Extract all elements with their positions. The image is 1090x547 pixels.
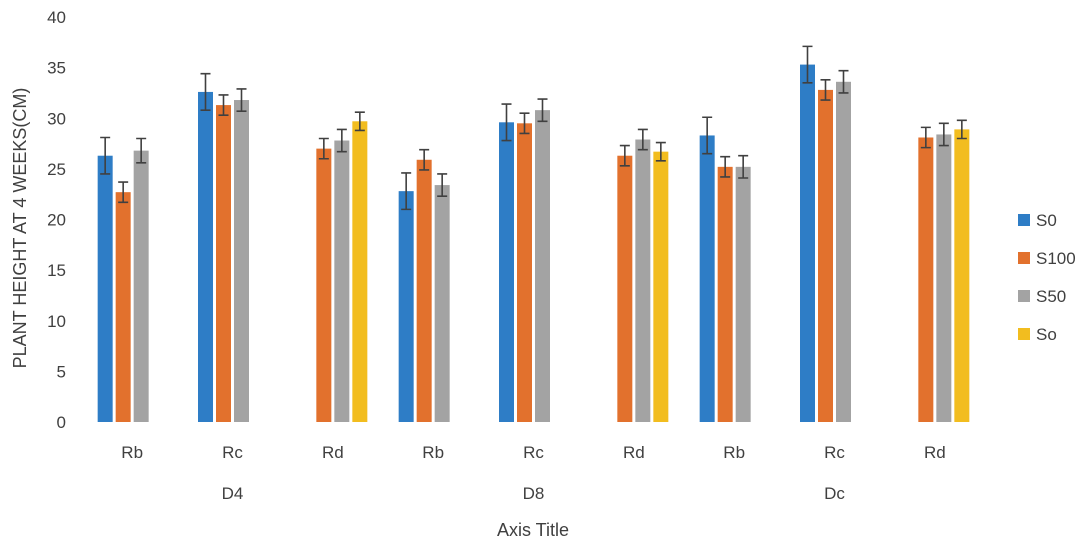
x-category-label: Rd — [924, 443, 946, 462]
bar-so-rd — [954, 129, 970, 422]
y-tick-label: 35 — [47, 59, 66, 78]
error-bar — [401, 172, 412, 211]
bar-s50-rc — [535, 110, 550, 423]
bar-so-rd — [653, 151, 669, 422]
error-bar — [720, 155, 731, 178]
legend-swatch — [1018, 290, 1030, 302]
y-tick-label: 40 — [47, 8, 66, 27]
bar-s0-rc — [499, 122, 514, 423]
bar-s100-rc — [818, 89, 833, 423]
error-bar — [118, 181, 129, 204]
bar-s100-rb — [416, 159, 432, 422]
x-axis-group-labels: D4 D8 Dc — [222, 484, 846, 503]
legend-swatch — [1018, 252, 1030, 264]
y-tick-label: 15 — [47, 261, 66, 280]
error-bar — [354, 111, 365, 132]
bar-s50-rc — [234, 100, 249, 423]
y-tick-label: 25 — [47, 160, 66, 179]
bar-so-rd — [352, 121, 368, 422]
error-bar — [501, 103, 512, 142]
bar-s0-rb — [699, 135, 715, 422]
error-bar — [702, 116, 713, 155]
y-axis-ticks: 0 5 10 15 20 25 30 35 40 — [47, 8, 66, 432]
y-tick-label: 10 — [47, 312, 66, 331]
error-bar — [838, 69, 849, 94]
legend-swatch — [1018, 214, 1030, 226]
error-bar — [956, 119, 967, 140]
error-bar — [920, 126, 931, 149]
y-tick-label: 20 — [47, 211, 66, 230]
x-category-label: Rd — [322, 443, 344, 462]
error-bar — [938, 122, 949, 147]
x-axis-title: Axis Title — [497, 520, 569, 540]
bar-s100-rd — [316, 148, 332, 422]
x-group-label: D8 — [523, 484, 545, 503]
bar-s100-rd — [918, 137, 934, 423]
bar-s100-rb — [115, 192, 131, 422]
x-category-label: Rb — [422, 443, 444, 462]
x-group-label: D4 — [222, 484, 244, 503]
legend-label: S0 — [1036, 211, 1057, 230]
x-axis-category-labels: Rb Rc Rd Rb Rc Rd Rb Rc Rd — [121, 443, 945, 462]
error-bar — [100, 136, 111, 175]
bar-s100-rb — [717, 166, 733, 422]
error-bar — [820, 78, 831, 101]
error-bar — [802, 45, 813, 84]
error-bar — [236, 88, 247, 112]
x-group-label: Dc — [824, 484, 845, 503]
bar-s0-rb — [97, 155, 113, 422]
error-bar — [738, 154, 749, 179]
bar-s0-rb — [398, 191, 414, 422]
legend: S0 S100 S50 So — [1018, 211, 1076, 344]
bar-s0-rc — [198, 91, 213, 423]
bar-s50-rd — [936, 134, 952, 422]
bar-s100-rd — [617, 155, 633, 422]
bar-s50-rd — [334, 140, 350, 422]
bar-s100-rc — [517, 123, 532, 422]
y-axis-title: PLANT HEIGHT AT 4 WEEKS(CM) — [10, 88, 30, 369]
y-tick-label: 0 — [57, 413, 66, 432]
error-bar — [519, 112, 530, 135]
x-category-label: Rb — [121, 443, 143, 462]
error-bar — [336, 128, 347, 153]
error-bar — [419, 148, 430, 171]
x-category-label: Rc — [824, 443, 845, 462]
bar-s50-rd — [635, 139, 651, 422]
bar-s50-rb — [133, 150, 149, 422]
error-bar — [537, 98, 548, 123]
bar-s50-rb — [735, 166, 751, 422]
x-category-label: Rc — [222, 443, 243, 462]
error-bar — [655, 141, 666, 162]
error-bar — [200, 72, 211, 111]
bar-s100-rc — [216, 105, 231, 423]
plot-area — [97, 45, 970, 423]
y-tick-label: 30 — [47, 109, 66, 128]
bar-s50-rb — [434, 185, 450, 422]
error-bar — [437, 173, 448, 198]
x-category-label: Rc — [523, 443, 544, 462]
y-tick-label: 5 — [57, 362, 66, 381]
bar-s50-rc — [836, 81, 851, 423]
error-bar — [637, 128, 648, 151]
legend-label: S100 — [1036, 249, 1076, 268]
legend-label: So — [1036, 325, 1057, 344]
x-category-label: Rd — [623, 443, 645, 462]
x-category-label: Rb — [723, 443, 745, 462]
error-bar — [136, 137, 147, 164]
legend-label: S50 — [1036, 287, 1066, 306]
error-bar — [218, 94, 229, 117]
legend-swatch — [1018, 328, 1030, 340]
error-bar — [619, 144, 630, 167]
bar-s0-rc — [800, 64, 815, 423]
error-bar — [318, 137, 329, 160]
